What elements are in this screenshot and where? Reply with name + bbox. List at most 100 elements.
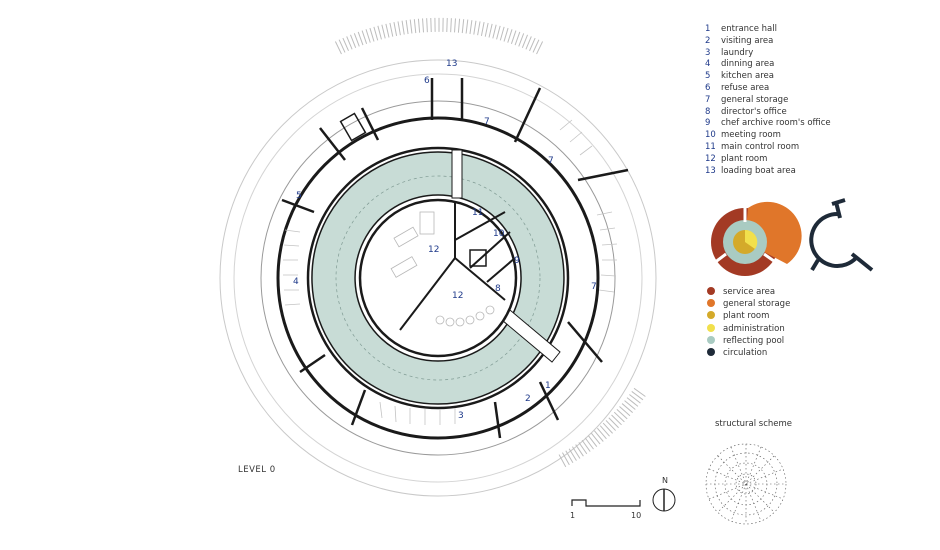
circulation-diagram [809, 198, 874, 272]
plan-label-6: 6 [424, 76, 430, 86]
plan-label-12b: 12 [452, 291, 463, 301]
room-key-number: 7 [705, 94, 711, 105]
legend-label: reflecting pool [723, 335, 785, 346]
legend-swatch [707, 311, 715, 320]
legend-item: plant room [707, 310, 790, 322]
plan-label-9: 9 [514, 256, 520, 266]
service-stair [339, 112, 367, 142]
room-key-name: visiting area [721, 35, 774, 46]
room-key-item: 1 entrance hall [705, 24, 831, 36]
legend-item: service area [707, 286, 790, 298]
legend-swatch [707, 287, 715, 295]
room-key-number: 8 [705, 106, 711, 117]
outer-ring-partitions [281, 78, 629, 439]
core-wall-3 [454, 257, 506, 301]
color-legend: service area general storage plant room adm… [707, 286, 790, 359]
plan-label-1: 1 [545, 381, 551, 391]
room-key-item: 7 general storage [705, 95, 831, 107]
scale-bar [571, 499, 641, 507]
room-key-item: 6 refuse area [705, 83, 831, 95]
plan-label-13: 13 [446, 59, 457, 69]
room-key-item: 5 kitchen area [705, 71, 831, 83]
room-key-item: 11 main control room [705, 142, 831, 154]
room-key-name: entrance hall [721, 24, 777, 34]
plan-label-12a: 12 [428, 245, 439, 255]
site-outer-circle [219, 59, 657, 497]
building-outer-thin [260, 100, 616, 456]
legend-swatch [707, 323, 715, 332]
core-wall-2 [399, 257, 456, 331]
legend-swatch [707, 299, 715, 308]
room-key-number: 12 [705, 153, 716, 164]
legend-item: administration [707, 323, 790, 335]
core-wall-6 [486, 257, 516, 283]
legend-swatch [707, 335, 715, 344]
room-key-number: 13 [705, 165, 716, 176]
room-key-name: plant room [721, 153, 768, 164]
structural-scheme-title: structural scheme [715, 419, 793, 429]
room-key-name: director's office [721, 106, 787, 117]
room-key-item: 13 loading boat area [705, 166, 831, 178]
room-key-name: main control room [721, 141, 800, 152]
legend-label: service area [723, 287, 776, 297]
room-key-item: 2 visiting area [705, 36, 831, 48]
north-walkway [451, 149, 463, 199]
legend-swatch [707, 348, 715, 357]
room-key-name: laundry [721, 47, 754, 58]
plan-label-4: 4 [293, 277, 299, 287]
room-key-number: 1 [705, 24, 711, 34]
plan-label-3: 3 [458, 411, 464, 421]
room-key-item: 4 dinning area [705, 59, 831, 71]
plan-label-7c: 7 [591, 282, 597, 292]
legend-label: plant room [723, 311, 770, 322]
legend-item: general storage [707, 298, 790, 310]
structural-scheme-diagram [705, 443, 787, 525]
plan-label-7a: 7 [484, 117, 490, 127]
plan-label-8: 8 [495, 284, 501, 294]
room-key-list: 1 entrance hall 2 visiting area 3 laundry 4 din… [705, 24, 831, 177]
room-key-name: general storage [721, 94, 789, 105]
core-wall-4 [454, 211, 506, 241]
core-stair [469, 249, 487, 267]
room-key-name: kitchen area [721, 71, 774, 82]
scale-start-label: 1 [570, 511, 576, 520]
site-inner-circle [233, 73, 643, 483]
pool-guide-line [335, 175, 541, 381]
room-key-number: 10 [705, 130, 716, 141]
scale-end-label: 10 [631, 511, 642, 520]
plan-label-5: 5 [296, 191, 302, 201]
room-key-name: meeting room [721, 130, 781, 141]
outer-ring-furniture [283, 119, 618, 425]
room-key-item: 12 plant room [705, 154, 831, 166]
room-key-number: 5 [705, 71, 711, 82]
room-key-number: 4 [705, 59, 711, 70]
room-key-number: 6 [705, 82, 711, 93]
room-key-number: 11 [705, 141, 716, 152]
plan-label-10: 10 [493, 229, 505, 239]
core-furniture [390, 211, 495, 327]
legend-item: reflecting pool [707, 335, 790, 347]
plan-label-2: 2 [525, 394, 531, 404]
building-outer-wall [276, 116, 600, 440]
legend-label: circulation [723, 348, 768, 359]
level-label: LEVEL 0 [238, 465, 276, 475]
room-key-number: 9 [705, 118, 711, 129]
legend-item: circulation [707, 347, 790, 359]
room-key-name: dinning area [721, 59, 775, 70]
loading-boat-steps-top [334, 17, 544, 55]
north-label: N [662, 476, 668, 485]
room-key-name: refuse area [721, 82, 770, 93]
zoning-diagram [709, 201, 802, 276]
room-key-item: 8 director's office [705, 107, 831, 119]
room-key-name: loading boat area [721, 165, 796, 176]
room-key-item: 3 laundry [705, 48, 831, 60]
room-key-item: 9 chef archive room's office [705, 118, 831, 130]
room-key-number: 3 [705, 47, 711, 58]
legend-label: general storage [723, 299, 791, 310]
core-wall-5 [469, 231, 511, 269]
legend-label: administration [723, 323, 785, 334]
central-core [358, 198, 518, 358]
room-key-number: 2 [705, 35, 711, 46]
plan-label-7b: 7 [548, 156, 554, 166]
